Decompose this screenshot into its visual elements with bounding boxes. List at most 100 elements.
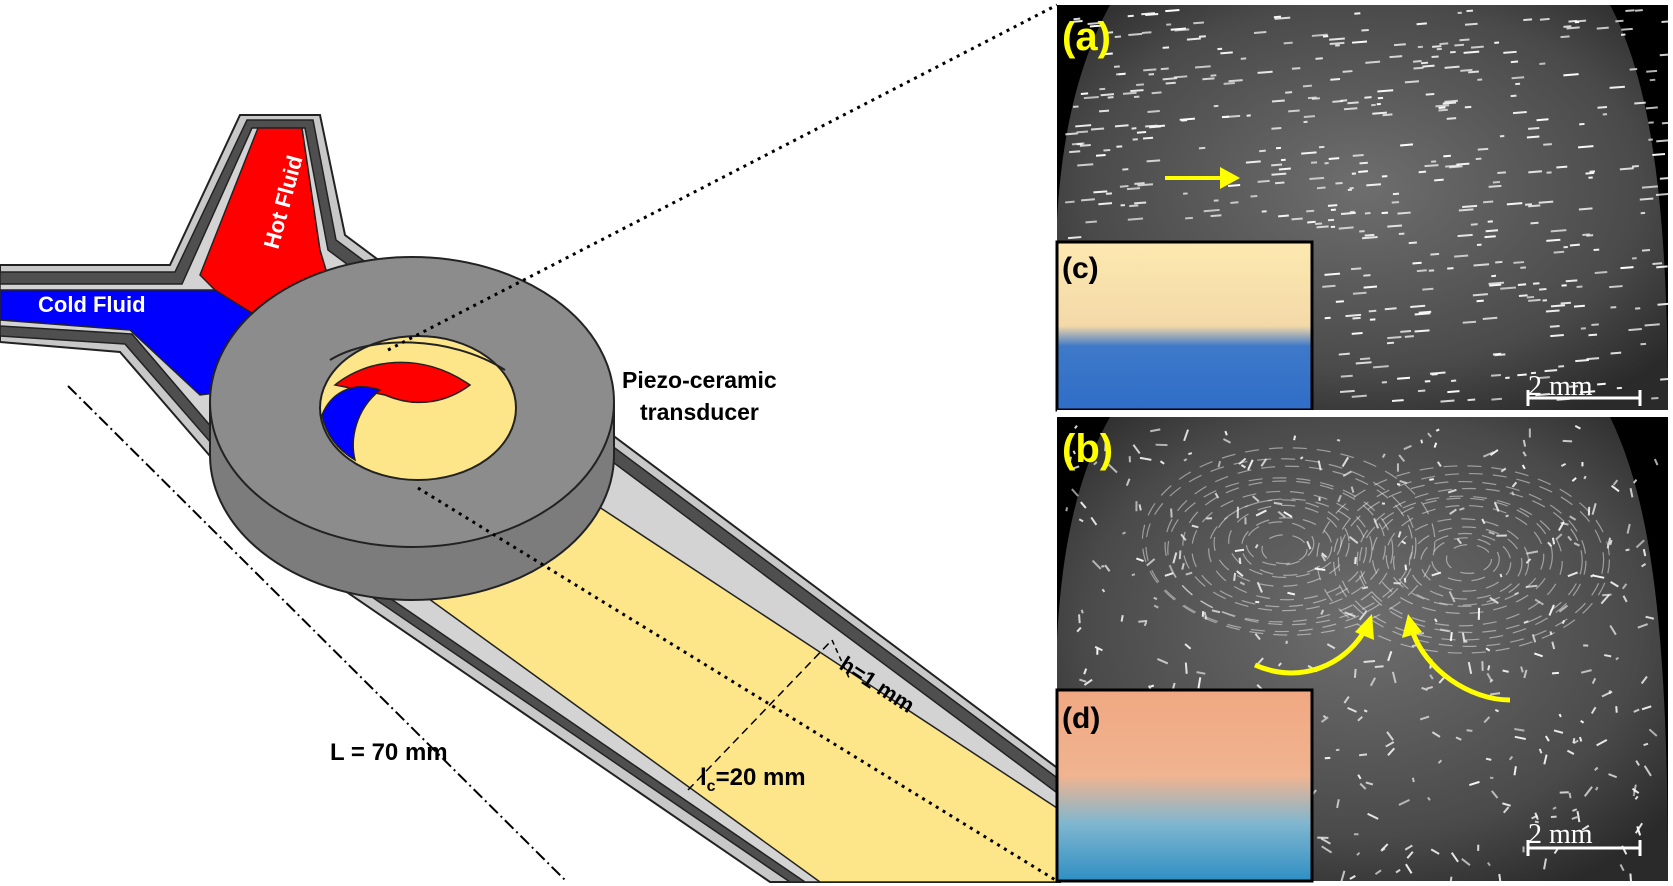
particle-streak	[1347, 706, 1357, 713]
particle-streak	[1341, 456, 1350, 468]
particle-streak	[1120, 615, 1124, 622]
inset-d	[1055, 688, 1314, 883]
particle-streak	[1210, 214, 1222, 218]
particle-streak	[1075, 124, 1092, 128]
particle-streak	[1420, 439, 1424, 444]
particle-streak	[1118, 72, 1125, 76]
particle-streak	[1580, 720, 1585, 724]
particle-streak	[1387, 650, 1393, 662]
particle-streak	[1634, 795, 1639, 800]
piezo-transducer	[209, 256, 615, 601]
particle-streak	[1255, 509, 1267, 517]
particle-streak	[1179, 117, 1196, 121]
particle-streak	[1487, 665, 1491, 671]
particle-streak	[1464, 22, 1478, 26]
particle-streak	[1098, 202, 1113, 206]
particle-streak	[1391, 201, 1400, 204]
particle-streak	[1549, 631, 1553, 636]
particle-streak	[1631, 165, 1639, 168]
particle-streak	[1434, 178, 1444, 182]
particle-streak	[1387, 224, 1403, 228]
panel-a: (a) (c) 2 mm	[1055, 5, 1668, 412]
particle-streak	[1439, 42, 1449, 46]
particle-streak	[1350, 486, 1355, 493]
particle-streak	[1477, 147, 1489, 151]
particle-streak	[1211, 609, 1221, 614]
particle-streak	[1430, 252, 1440, 256]
particle-streak	[1283, 511, 1293, 518]
particle-streak	[1355, 361, 1372, 365]
particle-streak	[1103, 148, 1111, 152]
particle-streak	[1573, 542, 1580, 547]
particle-streak	[1494, 708, 1499, 713]
particle-streak	[1134, 201, 1147, 205]
particle-streak	[1530, 221, 1539, 225]
particle-streak	[1065, 132, 1078, 136]
particle-streak	[1633, 708, 1640, 713]
particle-streak	[1576, 811, 1581, 823]
particle-streak	[1444, 65, 1460, 69]
particle-streak	[1307, 96, 1317, 100]
particle-streak	[1172, 552, 1178, 564]
particle-streak	[1569, 243, 1580, 247]
particle-streak	[1625, 548, 1630, 552]
particle-streak	[1080, 609, 1084, 614]
particle-streak	[1085, 220, 1097, 224]
particle-streak	[1591, 503, 1597, 515]
particle-streak	[1277, 510, 1286, 519]
particle-streak	[1596, 26, 1609, 30]
particle-streak	[1238, 557, 1242, 565]
particle-streak	[1625, 9, 1635, 12]
particle-streak	[1528, 170, 1542, 174]
particle-streak	[1253, 31, 1267, 34]
particle-streak	[1467, 398, 1476, 402]
length-dimension-line	[67, 385, 566, 881]
particle-streak	[1417, 389, 1426, 393]
particle-streak	[1467, 661, 1473, 674]
particle-streak	[1404, 335, 1414, 338]
particle-streak	[1484, 235, 1496, 239]
particle-streak	[1254, 543, 1259, 549]
particle-streak	[1431, 571, 1442, 577]
particle-streak	[1481, 518, 1486, 525]
particle-streak	[1271, 127, 1282, 130]
particle-streak	[1359, 161, 1368, 165]
particle-streak	[1437, 759, 1443, 764]
particle-streak	[1259, 149, 1266, 153]
particle-streak	[1352, 291, 1367, 295]
particle-streak	[1528, 298, 1541, 302]
vortex-streamline	[1213, 499, 1350, 587]
particle-streak	[1359, 357, 1371, 361]
particle-streak	[1317, 460, 1322, 471]
particle-streak	[1521, 464, 1526, 470]
particle-streak	[1345, 313, 1362, 318]
particle-streak	[1411, 777, 1415, 783]
particle-streak	[1489, 449, 1499, 457]
particle-streak	[1165, 81, 1176, 85]
particle-streak	[1188, 452, 1193, 456]
particle-streak	[1217, 460, 1222, 468]
particle-streak	[1114, 124, 1129, 128]
length-label: L = 70 mm	[330, 739, 448, 766]
particle-streak	[1494, 353, 1506, 357]
particle-streak	[1610, 351, 1622, 355]
particle-streak	[1203, 208, 1220, 213]
particle-streak	[1311, 33, 1328, 37]
particle-streak	[1615, 19, 1624, 23]
particle-streak	[1126, 187, 1141, 191]
particle-streak	[1661, 20, 1668, 24]
zoom-line-bottom	[417, 486, 1058, 883]
particle-streak	[1635, 760, 1640, 766]
particle-streak	[1640, 675, 1648, 685]
particle-streak	[1608, 773, 1618, 779]
particle-streak	[1078, 614, 1081, 624]
particle-streak	[1350, 267, 1362, 271]
particle-streak	[1160, 67, 1169, 71]
particle-streak	[1081, 198, 1095, 202]
particle-streak	[1274, 16, 1291, 20]
particle-streak	[1538, 748, 1543, 754]
particle-streak	[1615, 656, 1619, 661]
particle-streak	[1344, 611, 1356, 618]
particle-streak	[1363, 285, 1378, 289]
particle-streak	[1302, 84, 1313, 88]
